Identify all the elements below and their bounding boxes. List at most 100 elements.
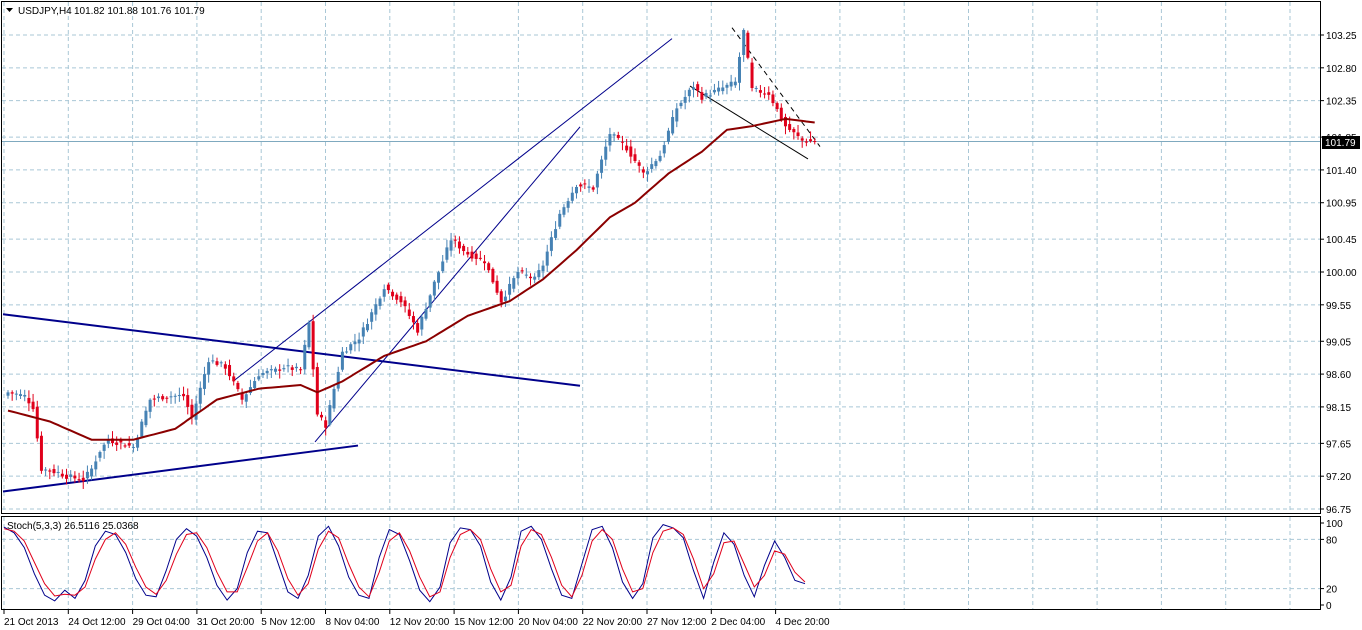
candle (671, 110, 675, 136)
candle (269, 365, 273, 378)
candle (804, 138, 808, 147)
candle (708, 89, 712, 103)
candle (190, 399, 194, 425)
candle (524, 267, 528, 279)
candle (244, 392, 248, 409)
candle (407, 302, 411, 320)
candle (94, 455, 98, 476)
candle (441, 254, 445, 274)
candle (399, 291, 403, 308)
candle (411, 311, 415, 330)
candle (554, 221, 558, 241)
price-tick-label: 102.80 (1326, 64, 1357, 75)
time-tick-label: 15 Nov 12:00 (454, 617, 514, 628)
candle (140, 419, 144, 439)
candle (729, 74, 733, 91)
candle (462, 243, 466, 256)
stochastic-label: Stoch(5,3,3) 26.5116 25.0368 (7, 521, 139, 532)
candle (420, 314, 424, 336)
candle (796, 125, 800, 140)
candle (19, 389, 23, 400)
candle (44, 467, 48, 477)
dropdown-triangle-icon[interactable] (6, 8, 13, 12)
candle (692, 81, 696, 98)
price-tick-label: 98.60 (1326, 370, 1351, 381)
candle (73, 471, 77, 483)
candle (286, 358, 290, 373)
ohlc-values: 101.82 101.88 101.76 101.79 (74, 6, 205, 17)
trendline[interactable] (731, 27, 821, 147)
candle (658, 150, 662, 163)
candle (792, 127, 796, 140)
candle (6, 390, 10, 399)
price-tick-label: 97.65 (1326, 439, 1351, 450)
moving-average (7, 117, 815, 441)
main-grid (2, 2, 1320, 513)
candle (629, 139, 633, 164)
candle (721, 80, 725, 95)
candle (81, 470, 85, 489)
time-tick-label: 4 Dec 20:00 (776, 617, 830, 628)
candle (445, 239, 449, 263)
candle (529, 273, 532, 286)
candle (574, 184, 578, 199)
time-tick-label: 27 Nov 12:00 (647, 617, 707, 628)
candle (152, 394, 156, 407)
price-tick-label: 100.00 (1326, 268, 1357, 279)
candle (666, 127, 670, 145)
candle (169, 391, 173, 404)
candle (625, 138, 629, 153)
candle (65, 468, 69, 485)
candle (570, 186, 574, 204)
candle (106, 434, 110, 449)
time-tick-label: 2 Dec 04:00 (711, 617, 765, 628)
candle (69, 470, 73, 482)
candle (595, 170, 599, 195)
candle (336, 366, 340, 392)
candle (31, 393, 35, 412)
candle (712, 83, 716, 95)
candle (374, 298, 378, 321)
candle (240, 388, 244, 405)
candle (215, 357, 219, 367)
candle (800, 136, 804, 148)
trendline[interactable] (232, 38, 673, 382)
main-panel-frame (1, 1, 1321, 514)
time-tick-label: 21 Oct 2013 (4, 617, 59, 628)
candle (324, 416, 328, 436)
candle (533, 273, 537, 284)
stoch-main-line (3, 524, 806, 603)
trendline[interactable] (314, 126, 581, 443)
candle (742, 28, 746, 62)
candle (416, 318, 420, 336)
candle (27, 390, 31, 412)
candle (194, 395, 198, 425)
candle (696, 81, 700, 97)
candle (14, 390, 18, 401)
candle (457, 236, 461, 254)
candle (340, 347, 344, 372)
candle (449, 232, 453, 257)
candle (683, 90, 687, 110)
candle (746, 30, 750, 60)
price-tick-label: 99.55 (1326, 301, 1351, 312)
trendline[interactable] (2, 313, 581, 387)
candle (90, 464, 94, 481)
candle (228, 359, 232, 381)
candle (253, 377, 257, 390)
price-tick-label: 103.25 (1326, 31, 1357, 42)
candle (156, 393, 160, 402)
candle (48, 468, 52, 480)
candle (349, 342, 353, 354)
candle (303, 339, 307, 375)
trendline[interactable] (2, 444, 359, 493)
candle (148, 398, 152, 419)
candle (10, 390, 14, 401)
price-axis: 103.25102.80102.35101.85101.40100.95100.… (1320, 31, 1357, 516)
current-price-tag: 101.79 (1322, 136, 1360, 149)
candle (219, 360, 223, 368)
candle (562, 204, 566, 218)
candle (541, 260, 545, 278)
trendline[interactable] (689, 85, 809, 160)
candle (391, 289, 395, 300)
